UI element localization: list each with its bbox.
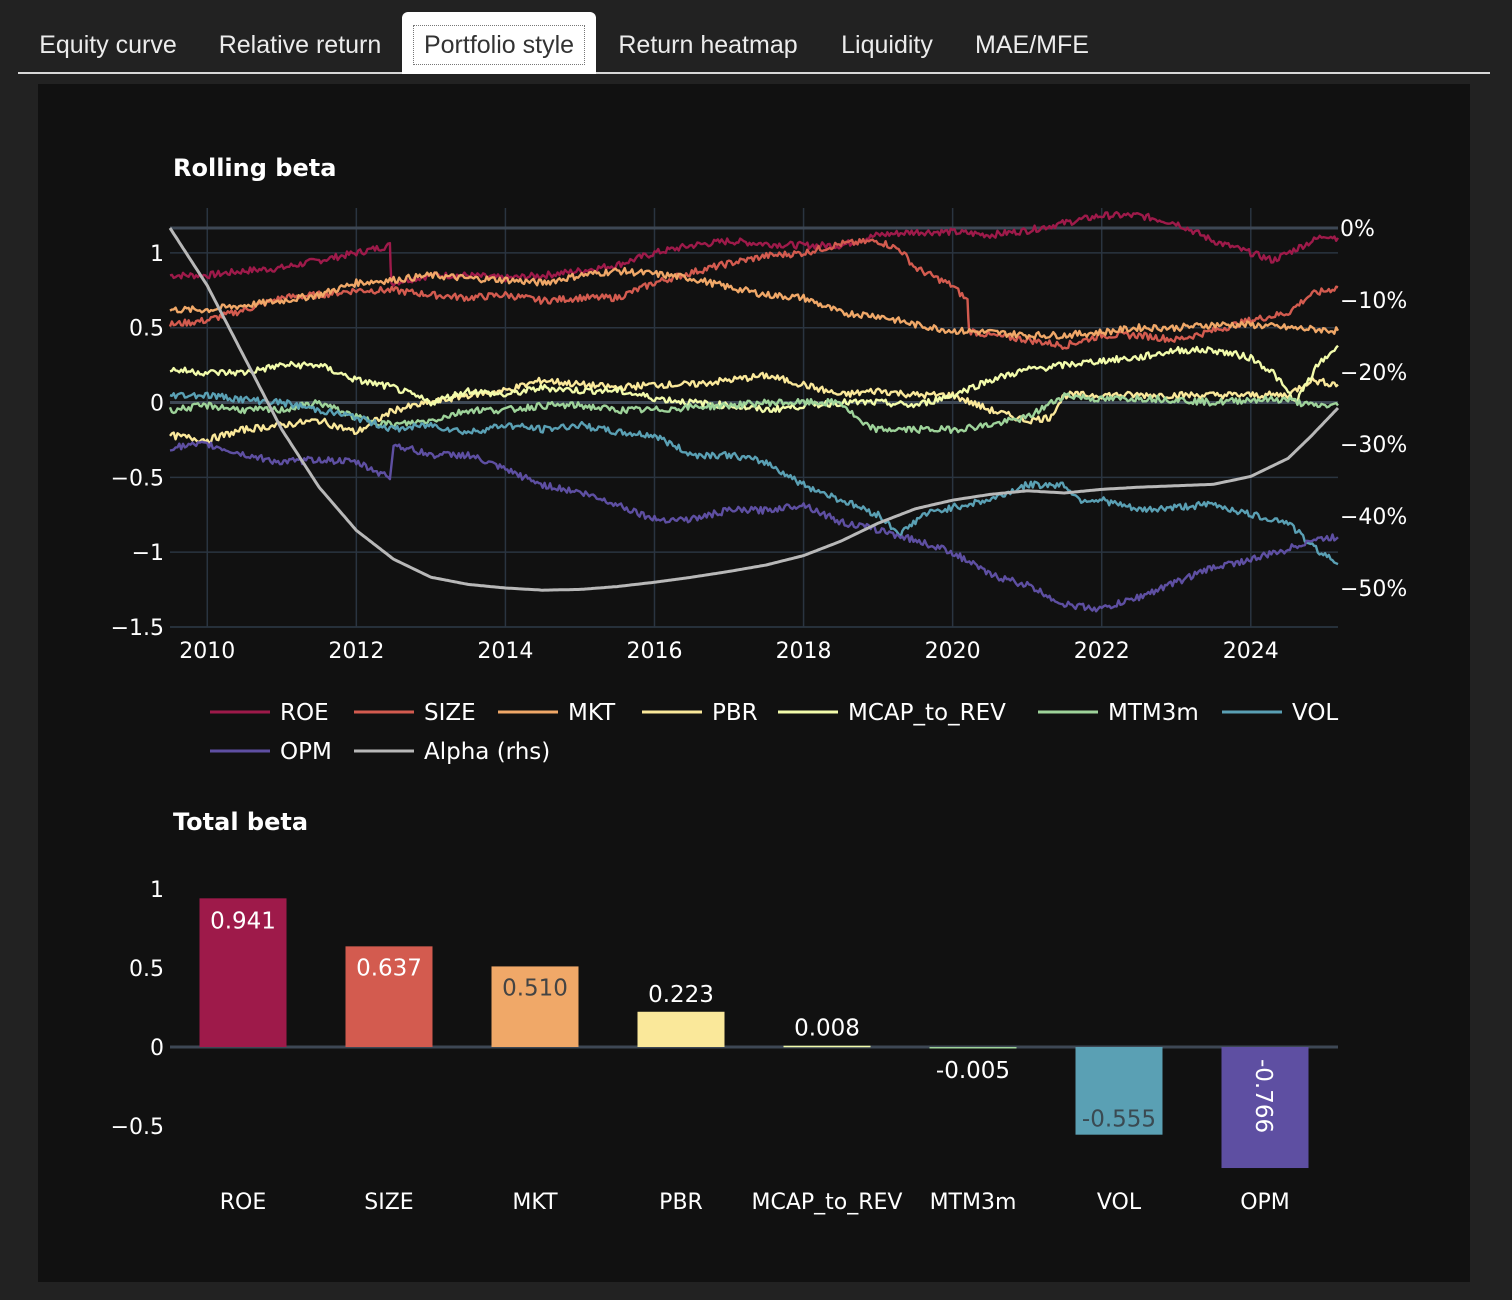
y2-tick-label: −40% — [1340, 505, 1407, 530]
bar-category-label: ROE — [220, 1190, 267, 1215]
bar-vol[interactable] — [1075, 1047, 1163, 1135]
series-line-opm — [169, 440, 1339, 613]
y-tick-label: 1 — [150, 242, 164, 267]
x-tick-label: 2024 — [1223, 639, 1279, 664]
legend-item-mcap-to-rev[interactable]: MCAP_to_REV — [778, 700, 1006, 726]
tab-liquidity[interactable]: Liquidity — [820, 12, 954, 72]
bar-value-label: 0.223 — [648, 982, 714, 1008]
bar-value-label: -0.555 — [1082, 1107, 1156, 1133]
bar-y-tick-label: 1 — [150, 878, 164, 903]
bar-category-label: SIZE — [364, 1190, 413, 1215]
bar-value-label: -0.005 — [936, 1058, 1010, 1084]
x-tick-label: 2012 — [328, 639, 384, 664]
bar-category-label: MKT — [512, 1190, 558, 1215]
tab-label: Return heatmap — [618, 31, 798, 59]
y-tick-label: −0.5 — [111, 466, 164, 491]
bar-category-label: VOL — [1097, 1190, 1142, 1215]
legend-label: ROE — [280, 700, 329, 726]
tab-return-heatmap[interactable]: Return heatmap — [596, 12, 820, 72]
legend-label: MKT — [568, 700, 616, 726]
series-line-size — [168, 237, 1339, 350]
charts-svg: 2010 2012 2014 2016 2018 2020 2022 2024 1 0.5 0 −0.… — [111, 154, 1408, 1215]
legend-item-pbr[interactable]: PBR — [642, 700, 758, 726]
legend-item-alpha-rhs-[interactable]: Alpha (rhs) — [354, 739, 550, 765]
y-tick-label: −1 — [132, 541, 164, 566]
y2-tick-label: −20% — [1340, 361, 1407, 386]
bar-roe[interactable] — [199, 898, 287, 1047]
bar-category-label: MCAP_to_REV — [752, 1190, 903, 1215]
tab-label: MAE/MFE — [975, 31, 1089, 59]
bar-y-tick-label: 0.5 — [129, 957, 164, 982]
bar-pbr[interactable] — [637, 1011, 725, 1047]
legend-item-roe[interactable]: ROE — [210, 700, 329, 726]
legend-item-vol[interactable]: VOL — [1222, 700, 1338, 726]
tab-label: Liquidity — [841, 31, 933, 59]
series-line-pbr — [169, 371, 1339, 444]
bar-mcap-to-rev[interactable] — [783, 1045, 871, 1048]
tab-relative-return[interactable]: Relative return — [198, 12, 402, 72]
x-tick-label: 2022 — [1074, 639, 1130, 664]
series-line-alpha-rhs- — [168, 227, 1340, 592]
tab-label: Relative return — [218, 31, 382, 59]
y2-tick-label: 0% — [1340, 217, 1375, 242]
total-beta-title: Total beta — [173, 808, 308, 836]
tab-label: Equity curve — [39, 31, 177, 59]
bar-y-tick-label: −0.5 — [111, 1115, 164, 1140]
tab-equity-curve[interactable]: Equity curve — [18, 12, 198, 72]
y2-tick-label: −10% — [1340, 289, 1407, 314]
tab-mae-mfe[interactable]: MAE/MFE — [954, 12, 1110, 72]
bar-mtm3m[interactable] — [929, 1047, 1017, 1049]
legend-label: Alpha (rhs) — [424, 739, 550, 765]
series-line-mkt — [169, 266, 1340, 340]
x-tick-label: 2018 — [776, 639, 832, 664]
bar-value-label: 0.008 — [794, 1016, 860, 1042]
chart-panel: 2010 2012 2014 2016 2018 2020 2022 2024 1 0.5 0 −0.… — [38, 84, 1470, 1282]
bar-value-label: 0.941 — [210, 908, 276, 934]
y2-tick-label: −50% — [1340, 577, 1407, 602]
bar-opm[interactable] — [1221, 1047, 1309, 1169]
tab-label: Portfolio style — [412, 25, 586, 65]
legend-item-size[interactable]: SIZE — [354, 700, 476, 726]
series-line-vol — [169, 391, 1339, 566]
bar-y-tick-label: 0 — [150, 1036, 164, 1061]
bar-value-label: -0.766 — [1250, 1059, 1276, 1133]
legend-label: SIZE — [424, 700, 476, 726]
x-tick-label: 2010 — [179, 639, 235, 664]
bar-value-label: 0.637 — [356, 955, 422, 981]
legend-label: VOL — [1292, 700, 1338, 726]
y-tick-label: 0.5 — [129, 317, 164, 342]
legend-label: MTM3m — [1108, 700, 1199, 726]
legend-item-mtm3m[interactable]: MTM3m — [1038, 700, 1199, 726]
y-tick-label: 0 — [150, 392, 164, 417]
tab-portfolio-style[interactable]: Portfolio style — [402, 12, 596, 74]
bar-category-label: PBR — [659, 1190, 703, 1215]
series-line-roe — [169, 211, 1340, 287]
legend-label: MCAP_to_REV — [848, 700, 1006, 726]
bar-mkt[interactable] — [491, 966, 579, 1047]
y-tick-label: −1.5 — [111, 616, 164, 641]
x-tick-label: 2014 — [477, 639, 533, 664]
legend-label: OPM — [280, 739, 332, 765]
bar-category-label: MTM3m — [930, 1190, 1017, 1215]
legend-item-mkt[interactable]: MKT — [498, 700, 616, 726]
bar-category-label: OPM — [1240, 1190, 1290, 1215]
bar-value-label: 0.510 — [502, 975, 568, 1001]
y2-tick-label: −30% — [1340, 433, 1407, 458]
x-tick-label: 2016 — [626, 639, 682, 664]
rolling-beta-title: Rolling beta — [173, 154, 336, 182]
legend-label: PBR — [712, 700, 758, 726]
x-tick-label: 2020 — [925, 639, 981, 664]
legend-item-opm[interactable]: OPM — [210, 739, 332, 765]
tab-bar — [18, 12, 1490, 74]
bar-size[interactable] — [345, 946, 433, 1047]
